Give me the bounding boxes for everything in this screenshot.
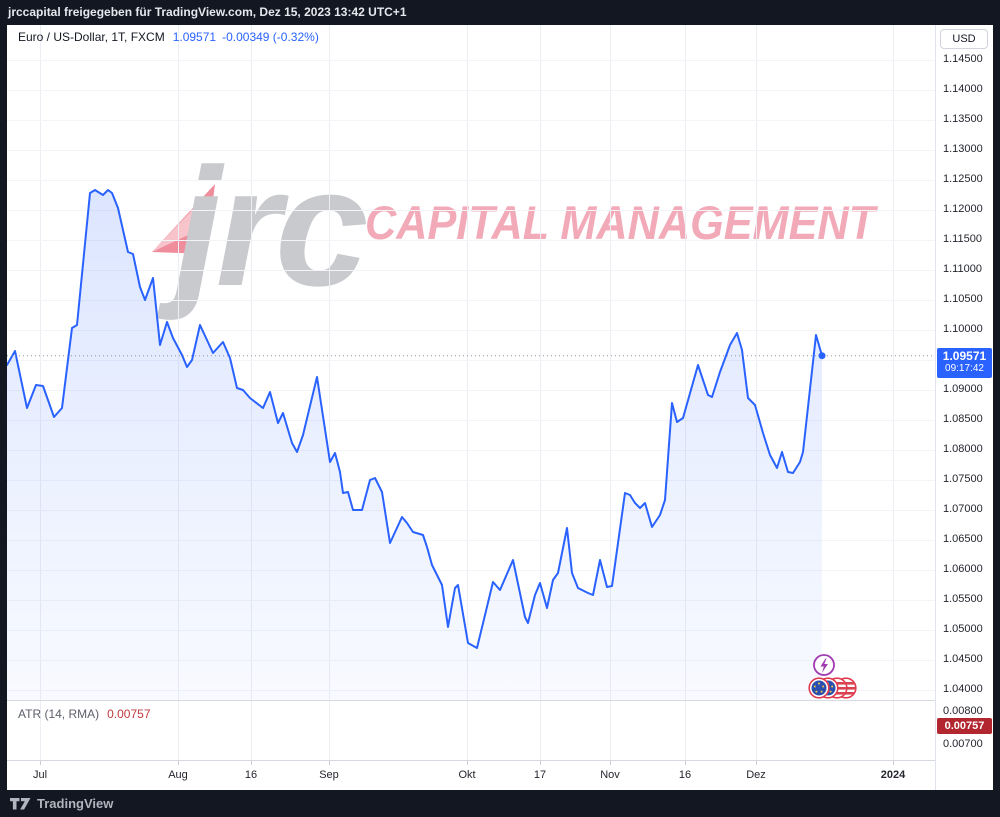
price-tick-label: 1.13500 bbox=[943, 112, 983, 125]
time-tick-label: Nov bbox=[600, 769, 620, 781]
last-price-marker bbox=[818, 352, 826, 360]
time-tick-label: 2024 bbox=[880, 769, 906, 781]
time-tick-mark bbox=[251, 761, 252, 765]
chart-panel[interactable]: jrc CAPITAL MANAGEMENT bbox=[7, 25, 993, 790]
price-axis-separator bbox=[935, 25, 936, 790]
time-tick-mark bbox=[329, 761, 330, 765]
legend-last-price: 1.09571 bbox=[172, 30, 217, 44]
time-tick-mark bbox=[40, 761, 41, 765]
price-tick-label: 1.07500 bbox=[943, 472, 983, 485]
atr-label: ATR (14, RMA) bbox=[18, 707, 100, 721]
tradingview-brand-text[interactable]: TradingView bbox=[37, 796, 114, 811]
time-tick-label: Dez bbox=[746, 769, 766, 781]
legend-change: -0.00349 (-0.32%) bbox=[222, 30, 319, 44]
price-tick-label: 1.10500 bbox=[943, 292, 983, 305]
lightning-event-icon[interactable] bbox=[813, 654, 835, 676]
price-tick-label: 1.10000 bbox=[943, 322, 983, 335]
price-tick-label: 1.05500 bbox=[943, 592, 983, 605]
time-tick-label: Sep bbox=[319, 769, 339, 781]
badge-countdown: 09:17:42 bbox=[945, 362, 984, 374]
time-tick-label: Jul bbox=[32, 769, 48, 781]
badge-price: 1.09571 bbox=[942, 348, 987, 363]
price-tick-label: 1.06000 bbox=[943, 562, 983, 575]
price-tick-label: 1.11500 bbox=[943, 232, 982, 245]
price-tick-label: 1.06500 bbox=[943, 532, 983, 545]
price-tick-label: 1.09000 bbox=[943, 382, 983, 395]
price-tick-label: 1.14500 bbox=[943, 52, 983, 65]
top-attribution-bar: jrccapital freigegeben für TradingView.c… bbox=[0, 0, 1000, 25]
price-tick-label: 1.12500 bbox=[943, 172, 983, 185]
price-tick-label: 1.08000 bbox=[943, 442, 983, 455]
price-tick-label: 1.14000 bbox=[943, 82, 983, 95]
last-price-badge: 1.09571 09:17:42 bbox=[937, 347, 992, 378]
time-tick-label: Aug bbox=[168, 769, 188, 781]
price-tick-label: 1.13000 bbox=[943, 142, 983, 155]
time-tick-label: 16 bbox=[678, 769, 692, 781]
price-tick-label: 1.04000 bbox=[943, 682, 983, 695]
time-tick-mark bbox=[178, 761, 179, 765]
price-tick-label: 1.12000 bbox=[943, 202, 983, 215]
economic-flags-icon[interactable] bbox=[808, 677, 857, 699]
time-tick-mark bbox=[756, 761, 757, 765]
symbol-legend[interactable]: Euro / US-Dollar, 1T, FXCM 1.09571 -0.0034… bbox=[18, 30, 319, 44]
price-tick-label: 1.07000 bbox=[943, 502, 983, 515]
currency-toggle-button[interactable]: USD bbox=[940, 29, 988, 49]
price-tick-label: 1.05000 bbox=[943, 622, 983, 635]
atr-indicator-legend[interactable]: ATR (14, RMA) 0.00757 bbox=[18, 707, 151, 721]
footer-bar: TradingView bbox=[0, 790, 1000, 817]
price-chart-plot[interactable] bbox=[7, 25, 935, 760]
time-tick-mark bbox=[685, 761, 686, 765]
time-tick-mark bbox=[610, 761, 611, 765]
price-tick-label: 1.08500 bbox=[943, 412, 983, 425]
symbol-title: Euro / US-Dollar, 1T, FXCM bbox=[18, 30, 165, 44]
time-tick-mark bbox=[467, 761, 468, 765]
time-tick-mark bbox=[893, 761, 894, 765]
price-area-fill bbox=[7, 190, 822, 700]
price-line bbox=[7, 189, 823, 649]
atr-value-badge: 0.00757 bbox=[937, 718, 992, 735]
time-tick-mark bbox=[540, 761, 541, 765]
time-axis[interactable]: Jul Aug 16 Sep Okt 17 Nov 16 Dez 2024 bbox=[7, 761, 935, 790]
watermark-jrc-logo: jrc bbox=[175, 133, 368, 321]
time-tick-label: Okt bbox=[458, 769, 476, 781]
atr-tick-label: 0.00800 bbox=[943, 705, 983, 717]
tradingview-logo-icon[interactable] bbox=[10, 796, 31, 811]
atr-value: 0.00757 bbox=[107, 707, 151, 721]
pane-separator[interactable] bbox=[7, 700, 993, 701]
atr-tick-label: 0.00700 bbox=[943, 738, 983, 750]
time-axis-separator bbox=[7, 760, 993, 761]
price-tick-label: 1.04500 bbox=[943, 652, 983, 665]
time-tick-label: 16 bbox=[244, 769, 258, 781]
time-tick-label: 17 bbox=[533, 769, 547, 781]
price-axis[interactable]: USD 1.14500 1.14000 1.13500 1.13000 1.12500 1… bbox=[936, 25, 993, 790]
price-tick-label: 1.11000 bbox=[943, 262, 982, 275]
